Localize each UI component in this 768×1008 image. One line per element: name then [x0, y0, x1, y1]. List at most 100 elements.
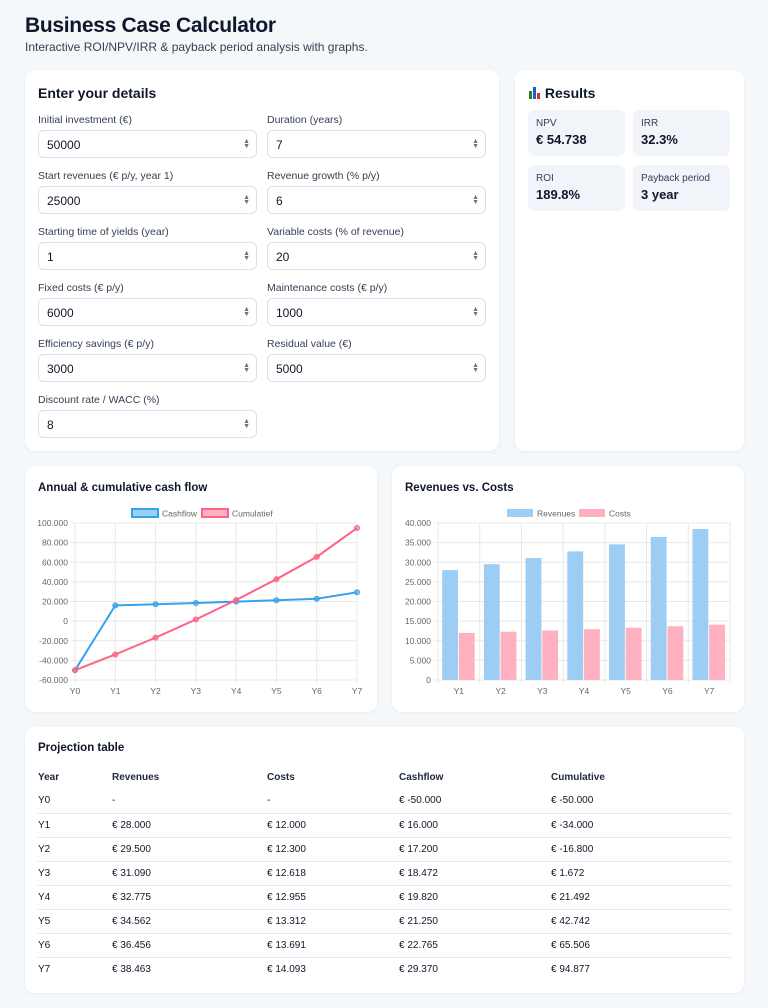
- line-cashflow: [74, 591, 358, 671]
- input-value: 6000: [47, 306, 74, 320]
- table-cell: Y5: [38, 908, 112, 933]
- number-input[interactable]: 8 ▲ ▼: [38, 410, 257, 438]
- table-cell: € 19.820: [399, 884, 551, 909]
- table-cell: Y6: [38, 932, 112, 957]
- bar-costs: [667, 626, 684, 680]
- result-label: ROI: [536, 173, 554, 184]
- table-cell: Y2: [38, 836, 112, 861]
- table-cell: Y1: [38, 812, 112, 837]
- table-header-row: Year Revenues Costs Cashflow Cumulative: [38, 765, 731, 789]
- x-tick-label: Y1: [110, 686, 121, 696]
- y-tick-label: 80.000: [42, 538, 68, 548]
- details-card: Enter your details Initial investment (€…: [25, 70, 499, 451]
- spinner-icon[interactable]: ▲ ▼: [472, 362, 479, 374]
- x-tick-label: Y5: [621, 686, 632, 696]
- y-tick-label: 40.000: [405, 518, 431, 528]
- number-input[interactable]: 5000 ▲ ▼: [267, 354, 486, 382]
- number-input[interactable]: 3000 ▲ ▼: [38, 354, 257, 382]
- number-input[interactable]: 1 ▲ ▼: [38, 242, 257, 270]
- input-value: 7: [276, 138, 283, 152]
- spinner-icon[interactable]: ▲ ▼: [472, 250, 479, 262]
- table-cell: € 17.200: [399, 836, 551, 861]
- table-cell: € 94.877: [551, 956, 731, 981]
- legend-swatch: [201, 508, 229, 518]
- x-tick-label: Y7: [352, 686, 363, 696]
- result-payback-period: Payback period 3 year: [633, 165, 730, 211]
- table-cell: € 21.250: [399, 908, 551, 933]
- spinner-icon[interactable]: ▲ ▼: [243, 306, 250, 318]
- x-tick-label: Y4: [579, 686, 590, 696]
- field-label: Initial investment (€): [38, 114, 132, 126]
- table-row: Y4 € 32.775 € 12.955 € 19.820 € 21.492: [38, 884, 731, 909]
- field-label: Starting time of yields (year): [38, 226, 169, 238]
- y-tick-label: 15.000: [405, 616, 431, 626]
- spinner-icon[interactable]: ▲ ▼: [472, 194, 479, 206]
- column-header: Cashflow: [399, 771, 444, 783]
- point-cumulatief: [313, 553, 320, 560]
- y-tick-label: -60.000: [39, 675, 68, 685]
- revenue-costs-chart: 40.000 35.000 30.000 25.000 20.000 15.000 10.0…: [405, 509, 731, 696]
- result-npv: NPV € 54.738: [528, 110, 625, 156]
- y-tick-label: 35.000: [405, 538, 431, 548]
- y-tick-label: 5.000: [410, 655, 432, 665]
- bar-costs: [709, 624, 725, 680]
- field-label: Residual value (€): [267, 338, 352, 350]
- spinner-icon[interactable]: ▲ ▼: [243, 138, 250, 150]
- x-tick-label: Y2: [150, 686, 161, 696]
- table-cell: € 12.618: [267, 860, 399, 885]
- column-header: Cumulative: [551, 771, 605, 783]
- number-input[interactable]: 1000 ▲ ▼: [267, 298, 486, 326]
- spinner-icon[interactable]: ▲ ▼: [472, 306, 479, 318]
- table-cell: € 13.691: [267, 932, 399, 957]
- result-label: IRR: [641, 118, 659, 129]
- cashflow-chart-card: Annual & cumulative cash flow: [25, 466, 377, 712]
- legend-swatch: [507, 509, 533, 517]
- result-roi: ROI 189.8%: [528, 165, 625, 211]
- y-tick-label: 0: [63, 616, 68, 626]
- legend-label: Cumulatief: [232, 509, 273, 519]
- column-header: Revenues: [112, 771, 160, 783]
- number-input[interactable]: 20 ▲ ▼: [267, 242, 486, 270]
- input-value: 8: [47, 418, 54, 432]
- spinner-icon[interactable]: ▲ ▼: [243, 194, 250, 206]
- y-tick-label: 20.000: [42, 597, 68, 607]
- spinner-icon[interactable]: ▲ ▼: [472, 138, 479, 150]
- x-tick-label: Y6: [662, 686, 673, 696]
- point-cumulatief: [72, 667, 78, 674]
- y-tick-label: -20.000: [39, 636, 68, 646]
- result-value: 32.3%: [641, 132, 678, 147]
- bar-revenues: [525, 557, 542, 680]
- table-row: Y1 € 28.000 € 12.000 € 16.000 € -34.000: [38, 812, 731, 837]
- spinner-icon[interactable]: ▲ ▼: [243, 250, 250, 262]
- y-tick-label: 30.000: [405, 557, 431, 567]
- spinner-icon[interactable]: ▲ ▼: [243, 418, 250, 430]
- table-cell: € 28.000: [112, 812, 267, 837]
- table-cell: € -34.000: [551, 812, 731, 837]
- table-row: Y6 € 36.456 € 13.691 € 22.765 € 65.506: [38, 932, 731, 957]
- result-label: NPV: [536, 118, 557, 129]
- projection-table-title: Projection table: [38, 742, 125, 754]
- field-label: Duration (years): [267, 114, 343, 126]
- results-card: Results NPV € 54.738 IRR 32.3% ROI 189.8% Payb…: [515, 70, 744, 451]
- table-cell: € 34.562: [112, 908, 267, 933]
- x-tick-label: Y3: [191, 686, 202, 696]
- bar-costs: [542, 630, 559, 680]
- legend-swatch: [579, 509, 605, 517]
- y-tick-label: 10.000: [405, 636, 431, 646]
- point-cumulatief: [354, 525, 360, 532]
- spinner-icon[interactable]: ▲ ▼: [243, 362, 250, 374]
- number-input[interactable]: 25000 ▲ ▼: [38, 186, 257, 214]
- y-tick-label: 25.000: [405, 577, 431, 587]
- number-input[interactable]: 7 ▲ ▼: [267, 130, 486, 158]
- bar-costs: [584, 629, 600, 680]
- table-cell: € 32.775: [112, 884, 267, 909]
- table-cell: € -16.800: [551, 836, 731, 861]
- result-irr: IRR 32.3%: [633, 110, 730, 156]
- number-input[interactable]: 6 ▲ ▼: [267, 186, 486, 214]
- y-tick-label: 60.000: [42, 557, 68, 567]
- number-input[interactable]: 6000 ▲ ▼: [38, 298, 257, 326]
- x-tick-label: Y6: [312, 686, 323, 696]
- table-cell: € 16.000: [399, 812, 551, 837]
- field-label: Revenue growth (% p/y): [267, 170, 380, 182]
- number-input[interactable]: 50000 ▲ ▼: [38, 130, 257, 158]
